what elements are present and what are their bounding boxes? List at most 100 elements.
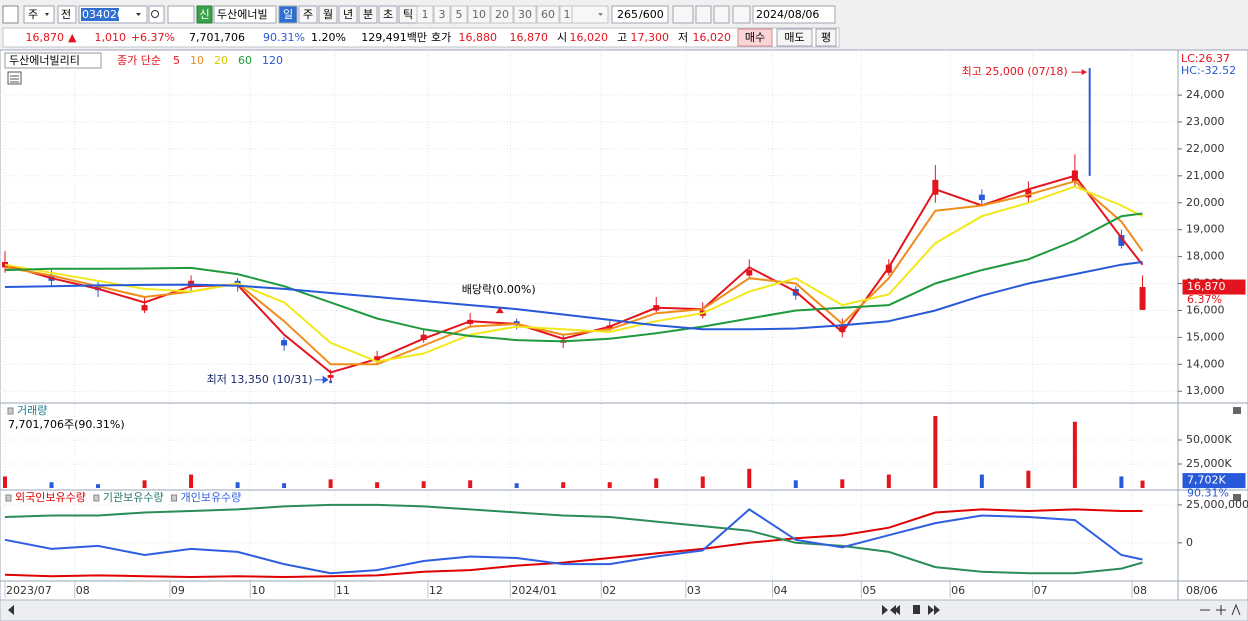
dropdown-arrow xyxy=(45,13,49,16)
scroll-left[interactable] xyxy=(8,605,14,615)
legend-entry: 10 xyxy=(190,54,204,67)
y-tick-label: 16,000 xyxy=(1186,303,1225,316)
interval-label: 1 xyxy=(422,8,429,21)
interval-button[interactable] xyxy=(467,5,491,24)
interval-button[interactable] xyxy=(513,5,537,24)
interval-button[interactable] xyxy=(490,5,514,24)
current-date: 08/06 xyxy=(1186,584,1218,597)
interval-label: 10 xyxy=(472,8,486,21)
legend-entry: 5 xyxy=(173,54,180,67)
period-label: 년 xyxy=(343,8,353,21)
volume-bar xyxy=(3,476,7,488)
period-button[interactable] xyxy=(378,5,398,24)
avg-label: 평 xyxy=(821,31,831,44)
candle-body xyxy=(420,334,427,341)
period-button[interactable] xyxy=(298,5,318,24)
period-button[interactable] xyxy=(318,5,338,24)
legend-marker xyxy=(171,494,178,502)
buy-button[interactable] xyxy=(737,28,773,47)
period-label: 주 xyxy=(303,8,313,21)
last-volume-label: 7,702K xyxy=(1187,474,1226,487)
period-label: 틱 xyxy=(403,8,413,21)
sell-button[interactable] xyxy=(776,28,813,47)
market-select[interactable] xyxy=(23,5,55,24)
candle-body xyxy=(839,325,846,332)
volume-bar xyxy=(328,479,333,488)
period-button[interactable] xyxy=(358,5,378,24)
period-label: 일 xyxy=(283,7,293,21)
credit-label: 신 xyxy=(199,8,209,21)
x-tick-label: 04 xyxy=(774,584,788,597)
stock-name-box xyxy=(213,5,277,24)
volume-bar xyxy=(142,480,147,488)
avg-button[interactable] xyxy=(815,28,837,47)
period-button[interactable] xyxy=(338,5,358,24)
scroll-buttons[interactable] xyxy=(882,605,940,615)
volume-bar xyxy=(607,482,612,488)
interval-label: 20 xyxy=(495,8,509,21)
y-tick-label: 21,000 xyxy=(1186,169,1225,182)
x-tick-label: 2023/07 xyxy=(6,584,52,597)
interval-button[interactable] xyxy=(536,5,560,24)
annotation-low: 최저 13,350 (10/31) xyxy=(207,373,313,386)
x-tick-label: 11 xyxy=(336,584,350,597)
interval-button[interactable] xyxy=(416,5,434,24)
volume-bar xyxy=(421,481,426,488)
settings-button[interactable] xyxy=(732,5,751,24)
interval-label: 5 xyxy=(456,8,463,21)
y-tick-label: 13,000 xyxy=(1186,384,1225,397)
dropdown-arrow xyxy=(598,13,603,16)
tool-button[interactable] xyxy=(672,5,694,24)
y-tick-label: 15,000 xyxy=(1186,330,1225,343)
candle-body xyxy=(746,270,753,276)
period-label: 분 xyxy=(363,8,373,21)
annotation-point xyxy=(329,380,333,384)
zoom-buttons[interactable] xyxy=(1200,603,1241,616)
volume-bar xyxy=(282,483,287,488)
x-tick-label: 05 xyxy=(862,584,876,597)
save-button[interactable] xyxy=(713,5,730,24)
volume-bar xyxy=(235,482,240,488)
date-box[interactable] xyxy=(752,5,836,24)
sell-label: 매도 xyxy=(784,31,804,44)
quote-change: 1,010 xyxy=(95,31,127,44)
interval-button[interactable] xyxy=(433,5,451,24)
search-button[interactable] xyxy=(148,5,165,24)
sound-button[interactable] xyxy=(167,5,195,24)
last-volume-box xyxy=(1182,473,1246,489)
quote-high-label: 고 xyxy=(617,31,627,44)
candle-body xyxy=(327,375,334,378)
volume-bar xyxy=(700,476,705,488)
period-button[interactable] xyxy=(278,5,298,24)
scrollbar[interactable] xyxy=(0,599,1248,621)
quote-arrow: ▲ xyxy=(68,31,77,44)
x-tick-label: 07 xyxy=(1034,584,1048,597)
y-tick-label: 22,000 xyxy=(1186,142,1225,155)
interval-select[interactable] xyxy=(571,5,609,24)
panel-button[interactable] xyxy=(1233,407,1241,414)
annotation-arrowhead xyxy=(322,375,329,384)
x-tick-label: 10 xyxy=(251,584,265,597)
ma-line xyxy=(4,185,1143,363)
period-label: 초 xyxy=(383,8,393,21)
market-label: 주 xyxy=(28,8,38,21)
interval-button[interactable] xyxy=(450,5,468,24)
quote-amount: 129,491백만 xyxy=(361,31,427,44)
quote-turnover: 1.20% xyxy=(311,31,346,44)
stock-code: 034020 xyxy=(82,8,124,21)
tool-button[interactable] xyxy=(695,5,712,24)
window-icon[interactable] xyxy=(2,5,19,24)
volume-bar xyxy=(561,482,566,488)
prev-button[interactable] xyxy=(57,5,77,24)
x-tick-label: 06 xyxy=(951,584,965,597)
volume-bar xyxy=(96,484,101,488)
chart-icon[interactable] xyxy=(7,71,22,85)
stock-title-box xyxy=(4,52,102,69)
credit-badge xyxy=(196,5,213,24)
legend-entry: 60 xyxy=(238,54,252,67)
ma-line xyxy=(4,261,1143,331)
chart-icon-lines xyxy=(10,75,19,83)
count-box[interactable] xyxy=(611,5,669,24)
volume-ratio-label: 90.31% xyxy=(1187,487,1229,500)
panel-button[interactable] xyxy=(1233,494,1241,501)
